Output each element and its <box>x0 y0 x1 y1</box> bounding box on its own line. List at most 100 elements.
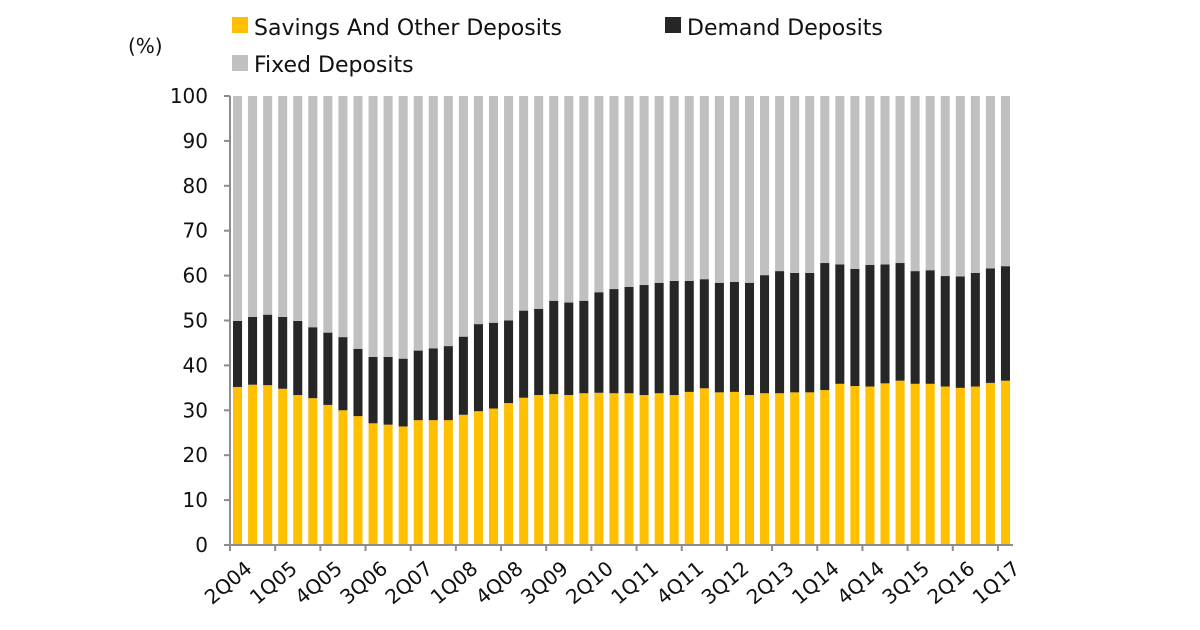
bar-demand-4Q13 <box>805 272 815 393</box>
bar-fixed-3Q04 <box>248 96 258 317</box>
bar-savings-4Q04 <box>263 385 273 545</box>
bar-savings-1Q17 <box>1000 380 1010 545</box>
bar-demand-3Q05 <box>308 327 318 399</box>
y-tick-label: 80 <box>183 174 208 198</box>
y-tick-label: 70 <box>183 219 208 243</box>
bar-demand-4Q14 <box>865 264 875 387</box>
y-tick-label: 50 <box>183 309 208 333</box>
x-tick-label: 2Q13 <box>742 556 799 609</box>
bar-fixed-3Q12 <box>729 96 739 282</box>
bar-demand-2Q07 <box>413 350 423 421</box>
bar-savings-2Q12 <box>714 392 724 545</box>
bar-savings-1Q08 <box>458 414 468 545</box>
bar-savings-1Q12 <box>699 388 709 545</box>
bar-fixed-2Q09 <box>534 96 544 309</box>
bar-demand-3Q14 <box>850 268 860 387</box>
bar-demand-4Q07 <box>443 346 453 421</box>
bar-demand-3Q08 <box>488 322 499 409</box>
bar-fixed-4Q14 <box>865 96 875 265</box>
x-tick-label: 4Q14 <box>832 556 889 609</box>
bar-demand-2Q14 <box>835 264 845 384</box>
bar-savings-1Q16 <box>940 386 950 545</box>
bar-demand-1Q17 <box>1000 266 1010 381</box>
bar-savings-4Q12 <box>744 395 755 545</box>
bar-savings-3Q07 <box>428 420 438 545</box>
x-tick-label: 1Q08 <box>426 556 483 609</box>
bar-demand-1Q12 <box>699 279 709 389</box>
bar-fixed-1Q14 <box>820 96 830 264</box>
legend-label-savings: Savings And Other Deposits <box>254 16 562 41</box>
bar-savings-2Q07 <box>413 420 423 545</box>
bar-fixed-3Q09 <box>549 96 559 301</box>
bar-savings-2Q15 <box>895 380 905 545</box>
bar-savings-3Q10 <box>609 393 619 545</box>
bar-fixed-1Q07 <box>398 96 408 359</box>
bar-fixed-1Q08 <box>458 96 468 337</box>
bar-demand-3Q04 <box>248 316 258 385</box>
bar-demand-2Q04 <box>233 320 243 387</box>
legend: Savings And Other Deposits Demand Deposi… <box>232 16 883 78</box>
bar-fixed-4Q12 <box>744 96 755 283</box>
x-tick-label: 2Q04 <box>200 556 257 609</box>
x-tick-label: 1Q11 <box>606 556 663 609</box>
bar-savings-4Q11 <box>684 391 694 545</box>
bar-fixed-4Q09 <box>564 96 574 303</box>
bar-savings-1Q09 <box>519 397 529 545</box>
bar-demand-3Q12 <box>729 281 739 392</box>
bar-fixed-3Q07 <box>428 96 438 349</box>
y-tick-label: 40 <box>183 353 208 377</box>
bar-fixed-4Q10 <box>624 96 634 287</box>
x-tick-label: 3Q09 <box>516 556 573 609</box>
bar-demand-1Q13 <box>760 275 770 394</box>
bar-fixed-4Q16 <box>985 96 995 269</box>
bar-demand-3Q10 <box>609 289 619 394</box>
y-tick-label: 30 <box>183 398 208 422</box>
bar-fixed-1Q12 <box>699 96 709 280</box>
bar-demand-2Q09 <box>534 308 544 396</box>
bar-demand-4Q09 <box>564 302 574 396</box>
bar-savings-4Q16 <box>985 382 995 545</box>
bar-savings-1Q06 <box>338 410 348 545</box>
bar-savings-4Q15 <box>925 383 935 545</box>
bars <box>233 96 1010 545</box>
y-tick-label: 60 <box>183 264 208 288</box>
bar-savings-1Q10 <box>579 393 589 545</box>
bar-demand-1Q07 <box>398 358 408 427</box>
y-tick-label: 0 <box>195 533 208 557</box>
bar-savings-1Q11 <box>639 395 649 545</box>
bar-savings-2Q05 <box>293 395 303 545</box>
bar-fixed-2Q16 <box>955 96 965 277</box>
bar-fixed-2Q11 <box>654 96 664 283</box>
y-tick-label: 90 <box>183 129 208 153</box>
bar-fixed-2Q06 <box>353 96 363 349</box>
bar-demand-4Q05 <box>323 332 333 405</box>
bar-fixed-3Q11 <box>669 96 679 281</box>
bar-fixed-1Q09 <box>519 96 529 311</box>
bar-fixed-3Q08 <box>488 96 499 323</box>
bar-fixed-2Q12 <box>714 96 724 283</box>
y-tick-label: 20 <box>183 443 208 467</box>
bar-savings-4Q14 <box>865 386 875 545</box>
bar-fixed-1Q06 <box>338 96 348 338</box>
x-tick-label: 2Q16 <box>923 556 980 609</box>
bar-demand-1Q09 <box>519 310 529 398</box>
bar-savings-2Q11 <box>654 393 664 545</box>
bar-demand-4Q11 <box>684 280 694 392</box>
bar-fixed-1Q05 <box>278 96 288 317</box>
bar-fixed-2Q14 <box>835 96 845 265</box>
bar-savings-1Q07 <box>398 426 408 545</box>
legend-swatch-savings <box>232 17 248 33</box>
bar-demand-2Q05 <box>293 320 303 396</box>
x-tick-label: 1Q17 <box>968 556 1025 609</box>
bar-fixed-1Q11 <box>639 96 649 286</box>
bar-demand-4Q12 <box>744 282 755 396</box>
bar-savings-3Q15 <box>910 383 920 545</box>
bar-demand-1Q05 <box>278 316 288 389</box>
x-tick-label: 3Q12 <box>697 556 754 609</box>
bar-fixed-1Q10 <box>579 96 589 301</box>
bar-savings-2Q16 <box>955 387 965 545</box>
bar-savings-1Q05 <box>278 388 288 545</box>
bar-demand-1Q15 <box>880 264 890 384</box>
bar-fixed-2Q08 <box>473 96 483 325</box>
bar-savings-4Q13 <box>805 392 815 545</box>
